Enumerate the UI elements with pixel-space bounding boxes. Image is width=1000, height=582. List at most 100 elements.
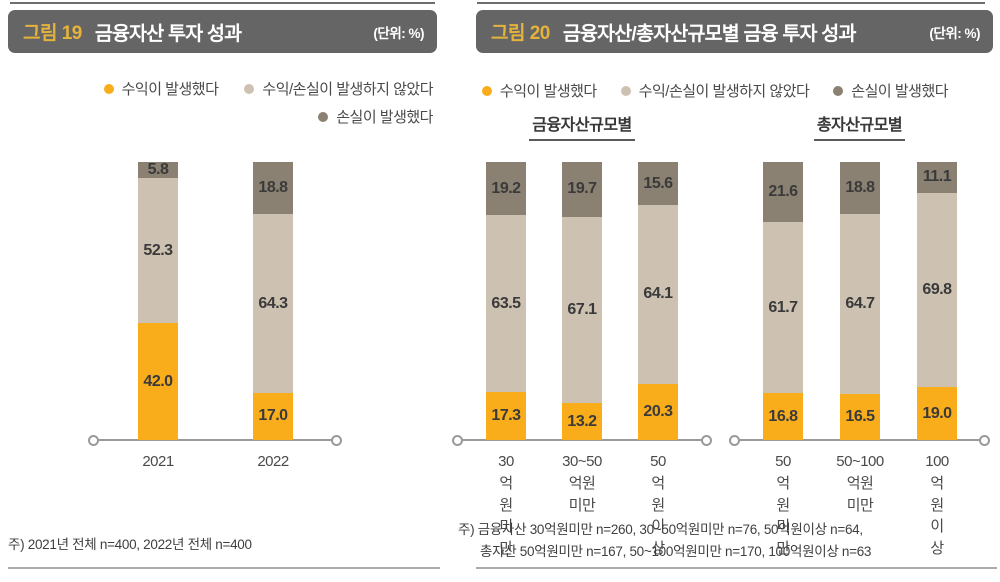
bar-segment: 15.6 bbox=[638, 162, 678, 206]
note-line: 주) 2021년 전체 n=400, 2022년 전체 n=400 bbox=[8, 537, 252, 552]
bar-segment: 52.3 bbox=[138, 178, 178, 324]
figure-20-unit-label: (단위: %) bbox=[929, 25, 980, 41]
bar-segment: 18.8 bbox=[253, 162, 293, 215]
stacked-bar: 19.0 69.8 11.1 bbox=[917, 162, 957, 440]
legend-dot-icon bbox=[620, 85, 631, 96]
legend-item: 수익/손실이 발생하지 않았다 bbox=[244, 78, 433, 99]
figure-19-category-labels: 2021 2022 bbox=[138, 451, 293, 495]
bar-segment: 63.5 bbox=[486, 215, 526, 392]
value-label: 17.3 bbox=[491, 406, 521, 424]
bottom-divider-left bbox=[8, 567, 440, 569]
legend-dot-icon bbox=[318, 111, 329, 122]
value-label: 64.3 bbox=[258, 294, 288, 312]
bar-segment: 61.7 bbox=[763, 222, 803, 394]
value-label: 21.6 bbox=[768, 183, 798, 200]
value-label: 19.2 bbox=[491, 179, 521, 197]
figure-19-axis bbox=[88, 435, 342, 446]
value-label: 13.2 bbox=[567, 412, 597, 430]
bar-segment: 20.3 bbox=[638, 383, 678, 440]
value-label: 64.1 bbox=[643, 285, 673, 303]
group-title-financial-assets: 금융자산규모별 bbox=[457, 111, 707, 141]
figure-20-axis-group1 bbox=[452, 435, 712, 446]
legend-label: 수익/손실이 발생하지 않았다 bbox=[638, 83, 810, 100]
legend-label: 손실이 발생했다 bbox=[336, 109, 433, 126]
value-label: 17.0 bbox=[258, 407, 288, 425]
stacked-bar: 13.2 67.1 19.7 bbox=[562, 162, 602, 440]
value-label: 19.0 bbox=[922, 404, 952, 422]
bar-segment: 64.7 bbox=[840, 214, 880, 395]
legend-label: 수익이 발생했다 bbox=[499, 83, 597, 100]
bar-segment: 17.0 bbox=[253, 392, 293, 440]
figure-20-header: 그림 20 금융자산/총자산규모별 금융 투자 성과 (단위: %) bbox=[476, 10, 993, 53]
value-label: 67.1 bbox=[567, 301, 597, 319]
note-line: 주) 금융자산 30억원미만 n=260, 30~50억원미만 n=76, 50… bbox=[458, 522, 863, 537]
value-label: 11.1 bbox=[922, 168, 952, 186]
top-divider-left bbox=[10, 2, 435, 4]
group-title-total-assets: 총자산규모별 bbox=[734, 111, 985, 141]
bar-segment: 11.1 bbox=[917, 162, 957, 193]
legend-item: 손실이 발생했다 bbox=[833, 80, 949, 101]
note-line: 총자산 50억원미만 n=167, 50~100억원미만 n=170, 100억… bbox=[480, 543, 872, 559]
legend-dot-icon bbox=[103, 83, 114, 94]
bar-segment: 18.8 bbox=[840, 162, 880, 215]
legend-item: 수익/손실이 발생하지 않았다 bbox=[620, 80, 810, 101]
bar-segment: 16.5 bbox=[840, 394, 880, 440]
bar-segment: 19.7 bbox=[562, 162, 602, 217]
legend-item: 수익이 발생했다 bbox=[103, 78, 219, 99]
top-divider-right bbox=[477, 2, 985, 4]
value-label: 42.0 bbox=[143, 372, 173, 390]
bar-segment: 17.3 bbox=[486, 391, 526, 440]
bar-segment: 67.1 bbox=[562, 216, 602, 404]
legend-item: 수익이 발생했다 bbox=[481, 80, 597, 101]
stacked-bar: 17.3 63.5 19.2 bbox=[486, 162, 526, 440]
value-label: 52.3 bbox=[143, 241, 173, 259]
figure-20-label: 그림 20 bbox=[491, 23, 550, 44]
legend-dot-icon bbox=[244, 83, 255, 94]
figure-20-bars-group2: 16.8 61.7 21.6 16.5 64.7 18.8 19.0 69.8 11.1 bbox=[763, 162, 957, 440]
figure-19-bars: 42.0 52.3 5.8 17.0 64.3 18.8 bbox=[138, 162, 293, 440]
category-label: 2022 bbox=[257, 453, 289, 470]
stacked-bar: 16.5 64.7 18.8 bbox=[840, 162, 880, 440]
stacked-bar: 20.3 64.1 15.6 bbox=[638, 162, 678, 440]
figure-20-title: 금융자산/총자산규모별 금융 투자 성과 bbox=[562, 23, 857, 45]
bottom-divider-right bbox=[476, 567, 997, 569]
category-label: 30억원 미만 bbox=[498, 453, 514, 557]
category-label: 50억원 미만 bbox=[775, 453, 791, 557]
legend-label: 수익이 발생했다 bbox=[121, 81, 219, 98]
bar-segment: 5.8 bbox=[138, 161, 178, 179]
figure-20-category-labels-group2: 50억원 미만 50~100억원 미만 100억원 이상 bbox=[763, 451, 957, 557]
bar-segment: 16.8 bbox=[763, 393, 803, 440]
stacked-bar: 16.8 61.7 21.6 bbox=[763, 162, 803, 440]
figure-20-legend: 수익이 발생했다 수익/손실이 발생하지 않았다 손실이 발생했다 bbox=[450, 80, 980, 101]
bar-segment: 64.3 bbox=[253, 214, 293, 393]
legend-dot-icon bbox=[833, 85, 844, 96]
category-label: 100억원 이상 bbox=[925, 453, 949, 557]
value-label: 16.5 bbox=[845, 408, 875, 426]
figure-20-category-labels-group1: 30억원 미만 30~50억원 미만 50억원 이상 bbox=[486, 451, 678, 557]
value-label: 18.8 bbox=[845, 179, 875, 197]
bar-segment: 19.0 bbox=[917, 387, 957, 440]
category-label: 50~100억원 미만 bbox=[836, 453, 884, 514]
figure-20-bars-group1: 17.3 63.5 19.2 13.2 67.1 19.7 20.3 64.1 15.6 bbox=[486, 162, 678, 440]
figure-19-header: 그림 19 금융자산 투자 성과 (단위: %) bbox=[8, 10, 437, 53]
value-label: 69.8 bbox=[922, 281, 952, 299]
value-label: 15.6 bbox=[643, 174, 673, 192]
bar-segment: 21.6 bbox=[763, 162, 803, 222]
value-label: 18.8 bbox=[258, 179, 288, 197]
value-label: 61.7 bbox=[768, 298, 798, 316]
bar-segment: 42.0 bbox=[138, 323, 178, 440]
value-label: 5.8 bbox=[147, 161, 169, 179]
figure-19-unit-label: (단위: %) bbox=[373, 25, 424, 41]
value-label: 64.7 bbox=[845, 295, 875, 313]
category-label: 30~50억원 미만 bbox=[562, 453, 602, 514]
category-label: 50억원 이상 bbox=[650, 453, 666, 557]
legend-dot-icon bbox=[481, 85, 492, 96]
legend-item: 손실이 발생했다 bbox=[318, 106, 433, 127]
bar-segment: 19.2 bbox=[486, 162, 526, 216]
figure-20-note: 주) 금융자산 30억원미만 n=260, 30~50억원미만 n=76, 50… bbox=[458, 519, 871, 562]
legend-label: 손실이 발생했다 bbox=[851, 83, 949, 100]
bar-segment: 69.8 bbox=[917, 192, 957, 388]
value-label: 16.8 bbox=[768, 407, 798, 425]
